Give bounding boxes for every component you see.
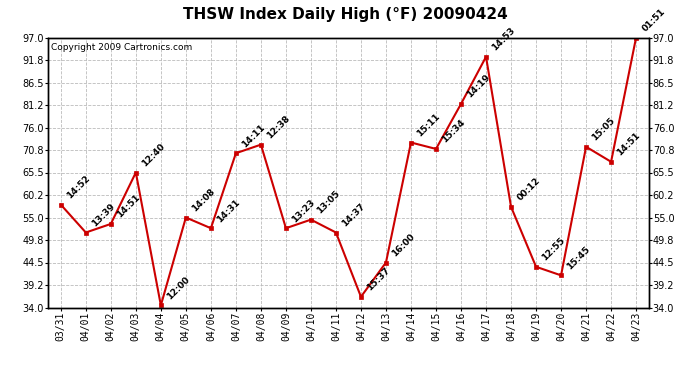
Text: 14:19: 14:19 [465,73,492,100]
Text: 12:00: 12:00 [165,275,191,301]
Text: 16:00: 16:00 [390,232,417,258]
Text: 14:11: 14:11 [240,122,267,149]
Text: 15:37: 15:37 [365,266,392,292]
Text: 14:08: 14:08 [190,187,217,213]
Text: 15:45: 15:45 [565,244,592,271]
Text: 15:34: 15:34 [440,118,467,145]
Text: 12:40: 12:40 [140,142,166,168]
Text: 14:53: 14:53 [490,26,517,53]
Text: 13:23: 13:23 [290,198,317,224]
Text: 13:39: 13:39 [90,202,117,228]
Text: 13:05: 13:05 [315,189,342,216]
Text: 14:37: 14:37 [340,201,367,228]
Text: Copyright 2009 Cartronics.com: Copyright 2009 Cartronics.com [51,43,193,52]
Text: 14:51: 14:51 [115,193,141,220]
Text: 00:12: 00:12 [515,176,542,203]
Text: 12:55: 12:55 [540,236,566,262]
Text: 01:51: 01:51 [640,7,667,33]
Text: 14:52: 14:52 [65,174,92,201]
Text: 12:38: 12:38 [265,114,292,141]
Text: 15:11: 15:11 [415,112,442,138]
Text: 14:31: 14:31 [215,197,242,224]
Text: THSW Index Daily High (°F) 20090424: THSW Index Daily High (°F) 20090424 [183,8,507,22]
Text: 15:05: 15:05 [590,116,617,142]
Text: 14:51: 14:51 [615,131,642,158]
